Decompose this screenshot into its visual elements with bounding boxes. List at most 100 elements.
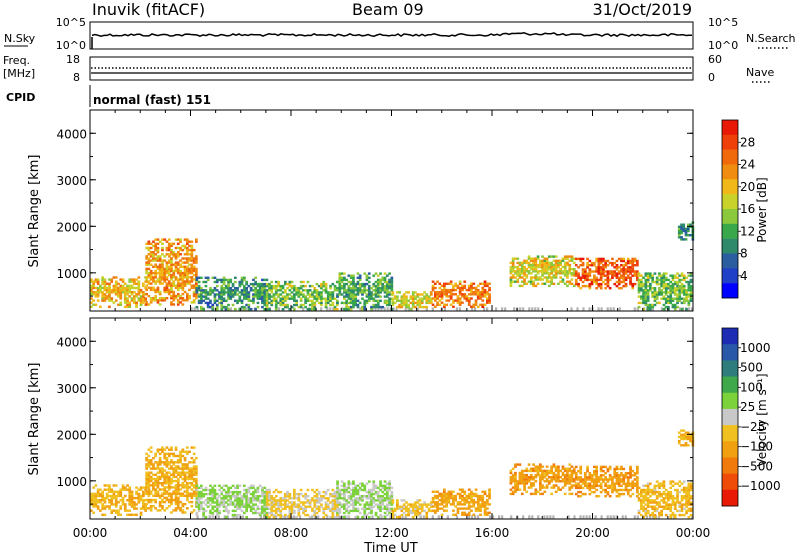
echo-cell: [463, 501, 467, 504]
echo-cell: [365, 282, 369, 286]
echo-cell: [145, 271, 148, 275]
echo-cell: [163, 271, 167, 275]
echo-cell: [595, 259, 598, 263]
echo-cell: [345, 299, 348, 302]
echo-cell: [436, 507, 439, 510]
echo-cell: [646, 297, 650, 300]
echo-cell: [386, 503, 389, 506]
echo-cell: [154, 280, 157, 283]
echo-cell: [356, 282, 360, 286]
echo-cell: [345, 501, 348, 504]
echo-cell: [270, 507, 274, 510]
echo-cell: [110, 280, 114, 283]
echo-cell: [195, 282, 198, 285]
echo-cell: [265, 511, 269, 515]
echo-cell: [352, 303, 355, 307]
echo-cell: [176, 500, 180, 504]
echo-cell: [622, 278, 626, 282]
echo-cell: [215, 293, 219, 296]
echo-cell: [234, 497, 237, 500]
echo-cell: [336, 301, 339, 305]
echo-cell: [272, 299, 276, 302]
echo-cell: [306, 291, 310, 294]
echo-cell: [669, 299, 673, 302]
echo-cell: [284, 303, 287, 307]
echo-cell: [128, 488, 132, 491]
echo-cell: [158, 475, 162, 479]
colorbar-segment: [722, 120, 738, 136]
echo-cell: [391, 291, 395, 294]
echo-cell: [227, 289, 230, 292]
echo-cell: [476, 284, 480, 288]
echo-cell: [156, 494, 160, 497]
echo-cell: [227, 282, 230, 286]
echo-cell: [103, 299, 107, 302]
echo-cell: [293, 492, 296, 496]
echo-cell: [561, 480, 565, 483]
echo-cell: [172, 284, 176, 287]
echo-cell: [145, 484, 148, 487]
echo-cell: [286, 287, 289, 290]
echo-cell: [263, 291, 267, 294]
echo-cell: [105, 286, 109, 290]
echo-cell: [152, 505, 155, 508]
ground-scatter-cell: [510, 515, 513, 519]
echo-cell: [340, 497, 344, 500]
echo-cell: [261, 495, 264, 498]
echo-cell: [308, 505, 312, 508]
echo-cell: [336, 501, 339, 504]
echo-cell: [423, 501, 426, 504]
echo-cell: [624, 472, 628, 475]
echo-cell: [119, 499, 123, 502]
echo-cell: [386, 505, 389, 508]
echo-cell: [539, 463, 542, 466]
echo-cell: [440, 288, 444, 292]
echo-cell: [664, 297, 668, 300]
echo-cell: [272, 295, 276, 298]
echo-cell: [112, 286, 116, 290]
echo-cell: [338, 287, 342, 290]
echo-cell: [274, 299, 278, 302]
echo-cell: [658, 287, 661, 290]
echo-cell: [667, 278, 670, 282]
echo-cell: [258, 507, 262, 510]
echo-cell: [170, 297, 173, 300]
echo-cell: [290, 287, 294, 290]
echo-cell: [293, 284, 296, 288]
echo-cell: [293, 501, 296, 504]
echo-cell: [463, 293, 467, 296]
echo-cell: [112, 484, 116, 487]
echo-cell: [103, 278, 107, 281]
echo-cell: [179, 274, 182, 277]
echo-cell: [595, 270, 598, 273]
echo-cell: [333, 509, 337, 513]
echo-cell: [338, 278, 342, 282]
echo-cell: [304, 505, 307, 508]
echo-cell: [192, 509, 196, 512]
ground-scatter-cell: [501, 307, 504, 311]
echo-cell: [597, 476, 601, 479]
echo-cell: [92, 284, 95, 288]
echo-cell: [311, 305, 314, 309]
echo-cell: [156, 465, 160, 468]
echo-cell: [170, 248, 173, 252]
echo-cell: [183, 290, 187, 294]
echo-cell: [181, 248, 185, 252]
echo-cell: [381, 287, 385, 290]
echo-cell: [386, 495, 389, 498]
echo-cell: [245, 297, 248, 300]
echo-cell: [438, 303, 442, 306]
echo-cell: [423, 297, 426, 300]
ground-scatter-cell: [597, 307, 600, 311]
echo-cell: [653, 505, 657, 508]
echo-cell: [343, 308, 346, 311]
echo-cell: [236, 501, 239, 504]
echo-cell: [249, 289, 253, 292]
echo-cell: [550, 465, 553, 468]
echo-cell: [192, 299, 196, 302]
echo-cell: [374, 291, 378, 294]
echo-cell: [536, 473, 540, 477]
echo-cell: [220, 503, 224, 506]
echo-cell: [374, 490, 378, 494]
echo-cell: [156, 463, 160, 466]
